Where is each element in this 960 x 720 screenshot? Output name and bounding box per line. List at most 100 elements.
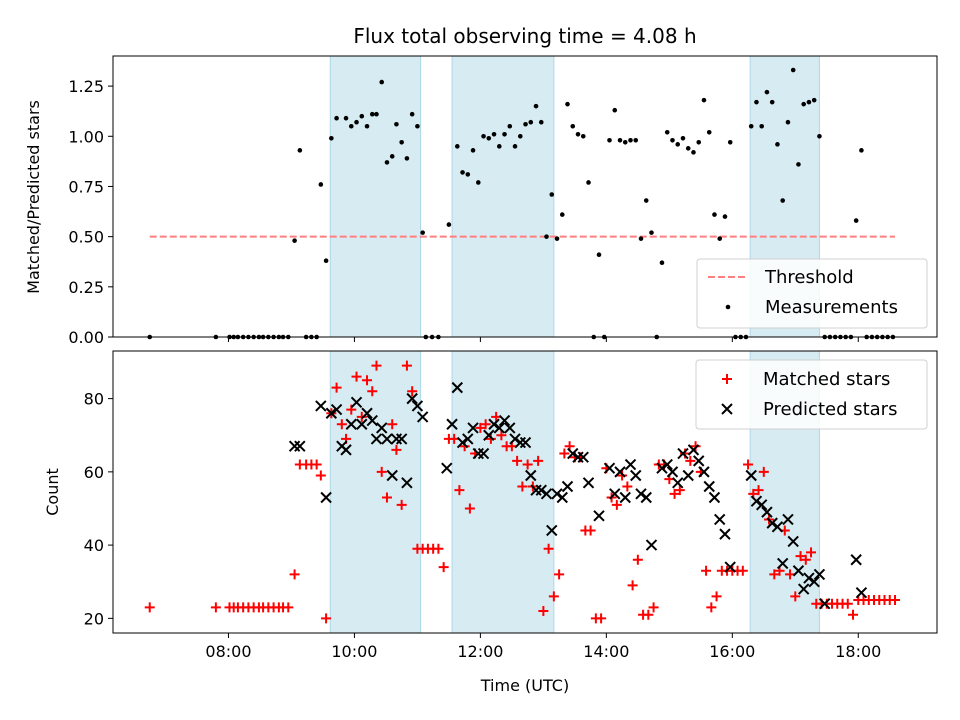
matched-stars-point	[396, 499, 407, 510]
predicted-stars-point	[761, 506, 773, 518]
measurement-point	[517, 133, 523, 139]
measurement-point	[465, 172, 471, 177]
measurement-point	[354, 119, 359, 125]
matched-stars-point	[769, 569, 780, 580]
bottom-y-tick-label: 20	[84, 609, 104, 628]
matched-stars-point	[336, 419, 347, 430]
measurement-point	[481, 133, 486, 139]
measurement-point	[415, 123, 420, 129]
matched-stars-point	[690, 441, 701, 452]
predicted-stars-point	[672, 477, 684, 489]
predicted-stars-point	[530, 484, 542, 496]
predicted-stars-point	[677, 447, 689, 460]
matched-stars-point	[387, 419, 398, 430]
matched-stars-point	[367, 386, 378, 397]
measurement-point	[580, 133, 586, 139]
measurement-point	[696, 140, 702, 145]
predicted-stars-point	[572, 451, 584, 463]
measurement-point	[496, 144, 502, 149]
predicted-stars-point	[493, 422, 505, 434]
predicted-stars-point	[488, 418, 500, 430]
measurement-point	[446, 222, 452, 227]
matched-stars-point	[554, 569, 565, 580]
x-tick-label: 18:00	[835, 642, 881, 661]
matched-stars-point	[685, 455, 696, 466]
measurement-point	[460, 170, 465, 175]
measurement-point	[491, 131, 497, 137]
bottom-panel: 20 40 60 80 08:00 10:00 12:00 14:00 16:00 18:00 Ma…	[84, 350, 938, 661]
measurement-point	[607, 138, 612, 143]
matched-stars-point	[517, 481, 528, 492]
measurement-point	[675, 142, 681, 147]
predicted-stars-point	[640, 491, 652, 504]
legend-predicted-swatch	[721, 403, 733, 415]
matched-stars-point	[669, 488, 680, 499]
predicted-stars-point	[619, 491, 631, 504]
top-shaded-band	[329, 55, 422, 338]
measurement-point	[775, 142, 780, 147]
predicted-stars-point	[630, 469, 642, 482]
predicted-stars-point	[855, 587, 868, 599]
predicted-stars-point	[666, 466, 679, 478]
predicted-stars-point	[792, 565, 805, 577]
predicted-stars-point	[462, 433, 474, 445]
matched-stars-point	[753, 485, 764, 496]
predicted-stars-point	[787, 535, 799, 548]
predicted-stars-point	[818, 597, 831, 610]
matched-stars-point	[648, 602, 659, 613]
bottom-y-tick-label: 60	[84, 463, 104, 482]
predicted-stars-point	[340, 444, 352, 456]
bottom-y-tick-label: 40	[84, 536, 104, 555]
matched-stars-point	[611, 499, 622, 510]
measurement-point	[633, 138, 639, 143]
x-axis-label: Time (UTC)	[480, 676, 569, 695]
matched-stars-point	[548, 591, 559, 602]
measurement-point	[570, 123, 576, 129]
top-y-tick-label: 0.25	[68, 278, 104, 297]
x-tick-label: 14:00	[583, 642, 629, 661]
matched-stars-point	[315, 470, 326, 481]
predicted-stars-point	[567, 447, 579, 460]
predicted-stars-point	[771, 521, 784, 533]
predicted-stars-point	[467, 422, 479, 434]
predicted-stars-point	[519, 436, 532, 449]
top-y-tick-label: 0.75	[68, 177, 104, 196]
measurement-point	[470, 148, 476, 153]
matched-stars-point	[706, 602, 717, 613]
measurement-point	[649, 230, 654, 235]
top-y-axis-label: Matched/Predicted stars	[24, 100, 43, 294]
measurement-point	[454, 144, 460, 149]
matched-stars-point	[371, 360, 382, 371]
measurement-point	[528, 119, 534, 125]
matched-stars-point	[454, 485, 465, 496]
predicted-stars-point	[540, 488, 553, 500]
bottom-shaded-band	[329, 350, 422, 634]
matched-stars-point	[585, 525, 596, 536]
matched-stars-point	[643, 609, 654, 620]
measurement-point	[334, 115, 339, 121]
predicted-stars-point	[370, 433, 383, 445]
predicted-stars-point	[356, 418, 368, 430]
top-axes-frame	[112, 55, 938, 338]
predicted-stars-point	[288, 440, 301, 452]
measurement-point	[394, 121, 399, 127]
predicted-stars-point	[546, 524, 558, 537]
measurement-point	[292, 238, 297, 243]
predicted-stars-point	[472, 447, 484, 460]
measurement-point	[486, 135, 492, 141]
measurement-point	[420, 230, 425, 235]
matched-stars-point	[596, 613, 607, 624]
measurement-point	[318, 182, 324, 187]
measurement-point	[348, 123, 354, 129]
matched-stars-point	[890, 595, 901, 606]
measurement-point	[364, 123, 370, 129]
measurement-point	[565, 101, 570, 107]
matched-stars-point	[622, 481, 633, 492]
matched-stars-point	[632, 554, 643, 565]
measurement-point	[727, 140, 733, 145]
measurement-point	[404, 156, 410, 161]
matched-stars-point	[485, 433, 496, 444]
predicted-stars-point	[561, 480, 574, 493]
predicted-stars-point	[376, 422, 388, 434]
measurement-point	[554, 236, 560, 241]
